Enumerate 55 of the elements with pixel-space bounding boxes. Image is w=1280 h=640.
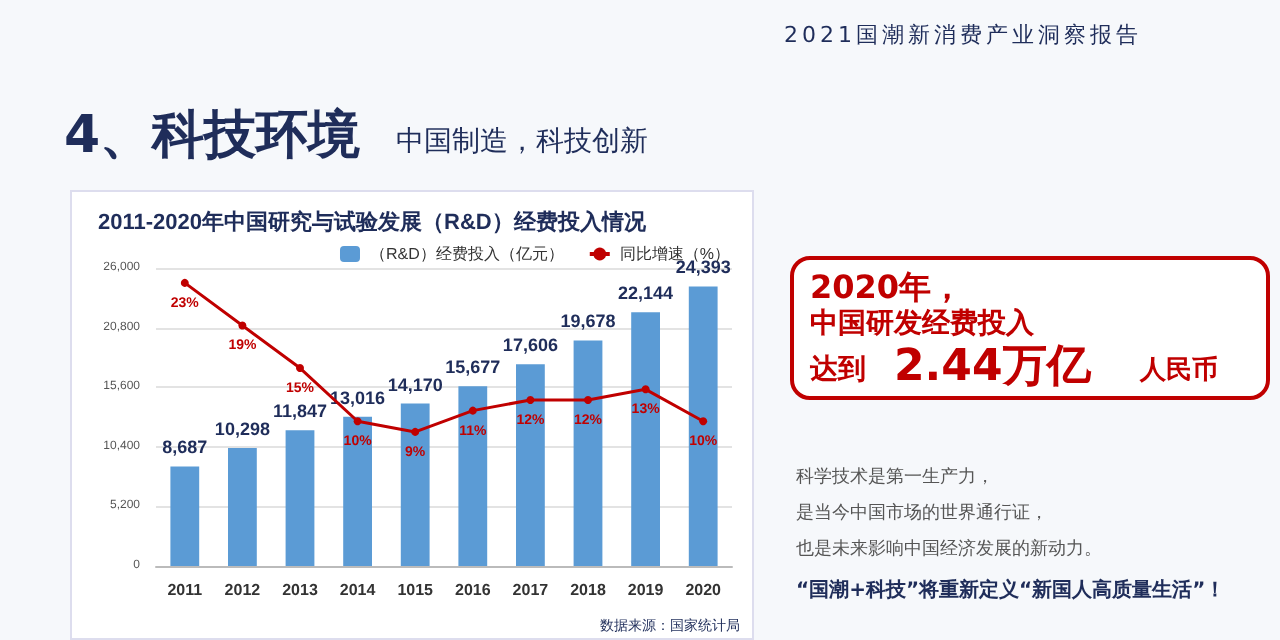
bar xyxy=(285,430,315,566)
data-label: 11,847 xyxy=(272,401,328,422)
chart-title: 2011-2020年中国研究与试验发展（R&D）经费投入情况 xyxy=(98,209,648,235)
text: 达到 xyxy=(810,352,866,388)
text: 2.44万亿 xyxy=(894,342,1091,392)
text: 也是未来影响中国经济发展的新动力。 xyxy=(796,537,1102,562)
bar xyxy=(631,312,660,566)
data-label: 17,606 xyxy=(502,335,558,356)
text: 中国制造，科技创新 xyxy=(396,124,648,160)
point xyxy=(641,385,650,394)
point xyxy=(238,321,247,330)
data-label: 22,144 xyxy=(618,283,674,304)
data-label: 8,687 xyxy=(162,437,208,458)
text: 中国研发经费投入 xyxy=(810,306,1034,342)
data-label: 15,677 xyxy=(445,357,501,378)
x-tick-label: 2013 xyxy=(282,581,319,599)
x-tick-label: 2019 xyxy=(627,581,665,599)
x-tick-label: 2016 xyxy=(455,581,492,599)
legend-label: 同比增速（%） xyxy=(619,245,731,263)
point xyxy=(180,278,189,287)
x-tick-label: 2020 xyxy=(685,581,723,599)
text: 4、科技环境 xyxy=(64,104,361,170)
point xyxy=(526,395,535,404)
data-label: 13,016 xyxy=(330,387,386,408)
point xyxy=(411,427,420,436)
x-tick-label: 2012 xyxy=(224,581,262,599)
point xyxy=(296,364,304,373)
x-tick-label: 2018 xyxy=(570,581,607,599)
bar xyxy=(516,364,545,566)
text: 科学技术是第一生产力， xyxy=(796,465,994,490)
point xyxy=(353,417,362,426)
bar xyxy=(343,416,372,566)
x-tick-label: 2017 xyxy=(512,581,550,599)
bar xyxy=(170,466,200,566)
x-tick-label: 2011 xyxy=(167,581,204,599)
text: 2020年， xyxy=(810,268,964,308)
bar xyxy=(458,386,488,566)
text: 2021国潮新消费产业洞察报告 xyxy=(784,20,1142,50)
bar xyxy=(573,340,603,566)
text: “国潮+科技”将重新定义“新国人高质量生活”！ xyxy=(796,576,1226,604)
data-label: 10,298 xyxy=(214,418,270,439)
bar xyxy=(688,286,718,566)
bar xyxy=(400,403,430,566)
point xyxy=(584,395,592,404)
bar xyxy=(228,447,257,566)
x-tick-label: 2014 xyxy=(339,581,377,599)
x-tick-label: 1015 xyxy=(397,581,435,599)
data-label: 19,678 xyxy=(560,311,616,332)
text: 人民币 xyxy=(1140,353,1218,388)
point xyxy=(699,417,708,426)
legend-label: （R&D）经费投入（亿元） xyxy=(369,245,564,263)
point xyxy=(468,406,477,415)
text: 是当今中国市场的世界通行证， xyxy=(796,501,1048,526)
data-label: 14,170 xyxy=(387,374,443,395)
data-label: 24,393 xyxy=(675,257,731,278)
